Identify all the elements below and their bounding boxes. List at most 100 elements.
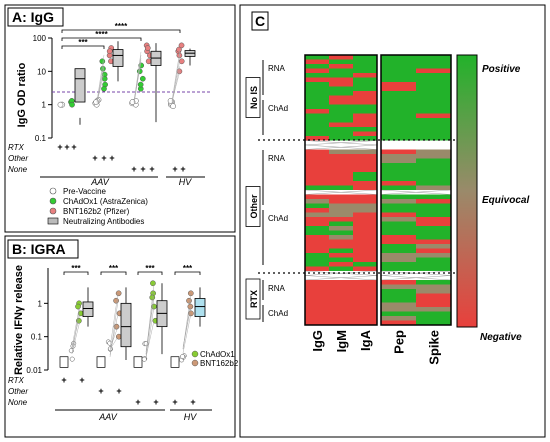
heat-cell bbox=[381, 230, 416, 236]
heat-cell bbox=[305, 316, 329, 321]
column-label: IgM bbox=[334, 330, 349, 352]
heat-cell bbox=[329, 302, 353, 308]
a-legend-label: Pre-Vaccine bbox=[63, 187, 107, 196]
b-point bbox=[75, 303, 81, 310]
panel-a-ylabel: IgG OD ratio bbox=[16, 62, 28, 127]
heat-cell bbox=[305, 320, 329, 326]
heat-cell bbox=[305, 262, 329, 267]
heat-cell bbox=[305, 176, 329, 182]
heat-cell bbox=[329, 208, 353, 213]
heat-cell bbox=[329, 203, 353, 209]
b-row-mark: + bbox=[153, 397, 158, 407]
heat-cell bbox=[381, 176, 416, 182]
heat-cell bbox=[353, 262, 377, 267]
scale-positive-label: Positive bbox=[482, 64, 521, 75]
a-point bbox=[137, 81, 144, 88]
b-legend-swatch bbox=[191, 359, 199, 367]
heat-cell bbox=[329, 104, 353, 110]
b-pair-line bbox=[71, 306, 81, 354]
heat-cell bbox=[381, 91, 416, 96]
b-legend-swatch bbox=[191, 350, 199, 358]
heat-cell bbox=[381, 172, 416, 177]
heat-cell bbox=[353, 212, 377, 218]
a-pair-line bbox=[96, 73, 105, 103]
heat-cell bbox=[381, 262, 416, 267]
heat-cell bbox=[329, 95, 353, 101]
heat-cell bbox=[416, 77, 451, 83]
heat-cell bbox=[305, 293, 329, 299]
heat-cell bbox=[305, 68, 329, 74]
heat-cell bbox=[305, 77, 329, 83]
heat-missing-cross bbox=[380, 275, 452, 281]
heat-cell bbox=[416, 280, 451, 285]
heat-cell bbox=[381, 122, 416, 128]
panel-a-frame bbox=[4, 4, 236, 233]
heat-cell bbox=[416, 181, 451, 186]
heat-cell bbox=[353, 104, 377, 110]
heat-cell bbox=[305, 55, 329, 60]
a-point bbox=[178, 42, 185, 49]
heat-cell bbox=[416, 109, 451, 114]
heat-cell bbox=[416, 266, 451, 272]
b-legend-label: BNT162b2 bbox=[200, 359, 239, 368]
subgroup-label: ChAd bbox=[268, 214, 288, 223]
heat-cell bbox=[305, 284, 329, 290]
a-row-mark: + bbox=[92, 153, 97, 163]
heatmap-column-labels: IgG IgM IgA Pep Spike bbox=[310, 329, 442, 364]
heat-cell bbox=[353, 257, 377, 263]
heat-missing-cross bbox=[304, 275, 378, 281]
subgroup-label: ChAd bbox=[268, 309, 288, 318]
subgroup-label: RNA bbox=[268, 154, 286, 163]
heat-cell bbox=[416, 320, 451, 326]
a-point bbox=[99, 58, 106, 65]
heat-cell bbox=[353, 158, 377, 164]
heat-cell bbox=[329, 284, 353, 290]
heat-missing-cross bbox=[304, 144, 378, 150]
heat-cell bbox=[353, 239, 377, 245]
b-pre-point bbox=[180, 354, 186, 359]
heat-cell bbox=[329, 316, 353, 321]
heat-cell bbox=[416, 154, 451, 159]
heat-cell bbox=[329, 73, 353, 78]
heat-cell bbox=[353, 95, 377, 101]
heat-cell bbox=[305, 181, 329, 186]
b-row-mark: + bbox=[79, 375, 84, 385]
heat-cell bbox=[381, 203, 416, 209]
a-sig-bracket bbox=[61, 45, 105, 49]
panel-b-yticks: 1 0.1 0.01 bbox=[26, 299, 48, 375]
b-pair-line bbox=[71, 320, 81, 354]
heat-cell bbox=[416, 239, 451, 245]
heat-cell bbox=[305, 95, 329, 101]
heat-cell bbox=[416, 248, 451, 254]
a-row-mark: + bbox=[149, 164, 154, 174]
a-point bbox=[145, 58, 152, 65]
heat-cell bbox=[381, 163, 416, 168]
b-row-mark: + bbox=[61, 375, 66, 385]
heat-cell bbox=[329, 230, 353, 236]
heat-cell bbox=[416, 302, 451, 308]
heat-cell bbox=[305, 73, 329, 78]
heat-cell bbox=[381, 257, 416, 263]
a-point bbox=[57, 101, 64, 108]
heat-cell bbox=[353, 172, 377, 177]
heat-cell bbox=[381, 289, 416, 294]
a-legend-swatch bbox=[47, 217, 59, 225]
heat-cell bbox=[381, 208, 416, 213]
heat-cell bbox=[329, 293, 353, 299]
heat-cell bbox=[416, 122, 451, 128]
heat-cell bbox=[416, 221, 451, 227]
heat-cell bbox=[381, 316, 416, 321]
panel-a-label: A: IgG bbox=[12, 9, 54, 25]
heat-cell bbox=[329, 131, 353, 137]
a-pair-line bbox=[171, 65, 181, 104]
b-pair-line bbox=[109, 293, 119, 348]
heat-cell bbox=[353, 118, 377, 123]
a-row-label: None bbox=[8, 165, 28, 174]
a-ytick-label: 10 bbox=[37, 67, 46, 76]
heat-cell bbox=[416, 95, 451, 101]
heat-cell bbox=[381, 298, 416, 303]
heat-cell bbox=[416, 104, 451, 110]
b-pair-line bbox=[109, 326, 119, 349]
heat-cell bbox=[329, 59, 353, 65]
heat-cell bbox=[305, 64, 329, 69]
